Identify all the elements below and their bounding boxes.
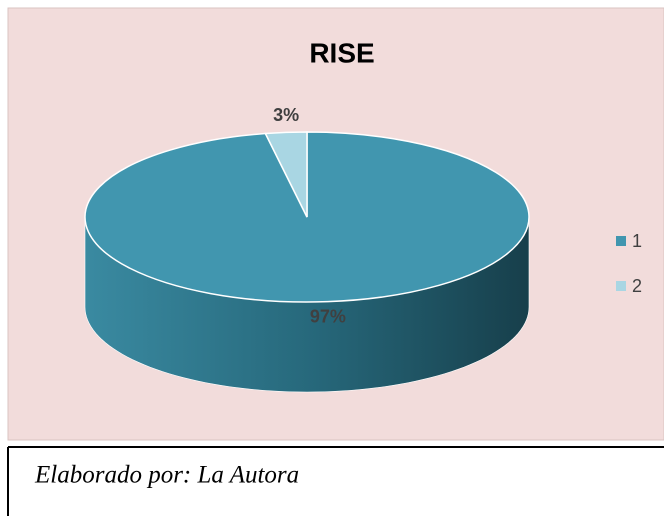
caption: Elaborado por: La Autora (34, 462, 299, 489)
value-label: 97% (310, 306, 346, 326)
slice (264, 131, 308, 218)
legend-swatch (616, 281, 626, 291)
legend-swatch (616, 236, 626, 246)
value-label: 3% (273, 105, 299, 125)
pie: 97% 3% (84, 105, 530, 393)
legend-label: 2 (632, 276, 642, 296)
chart-title: RISE (309, 37, 374, 68)
legend-label: 1 (632, 231, 642, 251)
